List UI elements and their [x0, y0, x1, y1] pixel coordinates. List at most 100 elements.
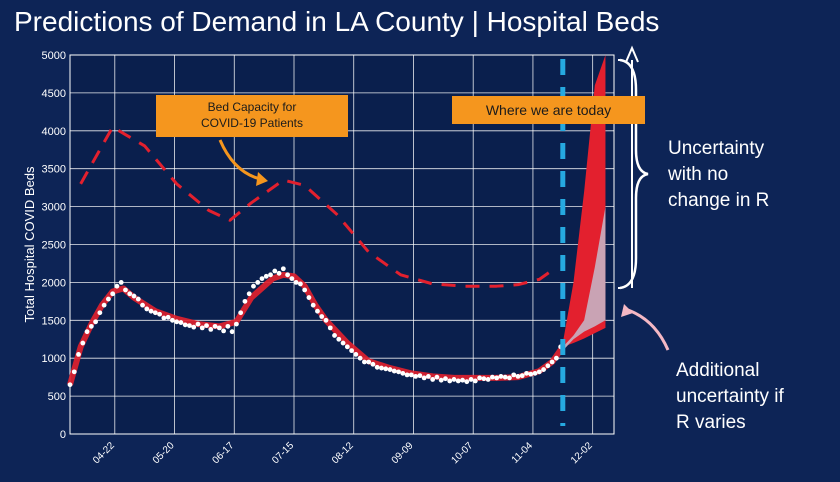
observed-point — [387, 367, 393, 372]
brace-icon — [618, 59, 620, 289]
observed-point — [532, 370, 538, 376]
y-tick-label: 4000 — [42, 126, 66, 138]
observed-point — [362, 359, 367, 365]
observed-point — [123, 287, 128, 293]
observed-point — [379, 365, 384, 371]
observed-point — [408, 372, 414, 378]
observed-point — [191, 324, 197, 330]
observed-point — [174, 319, 180, 325]
observed-point — [383, 366, 389, 372]
observed-point — [490, 374, 495, 380]
observed-point — [157, 311, 163, 317]
observed-point — [148, 308, 154, 314]
observed-point — [426, 373, 431, 379]
observed-point — [76, 352, 81, 357]
observed-point — [195, 321, 201, 327]
x-tick-label: 06-17 — [211, 440, 237, 466]
observed-point — [238, 310, 244, 316]
observed-point — [528, 371, 534, 377]
observed-point — [234, 321, 239, 327]
observed-point — [135, 296, 141, 302]
observed-point — [71, 369, 77, 375]
observed-point — [502, 374, 508, 380]
observed-point — [494, 375, 500, 381]
uncertainty-arrow-head — [625, 45, 639, 63]
observed-point — [400, 370, 406, 376]
observed-point — [302, 287, 308, 293]
observed-point — [451, 377, 457, 382]
observed-point — [216, 325, 222, 331]
observed-point — [315, 308, 320, 314]
observed-point — [101, 302, 107, 308]
observed-point — [327, 325, 333, 331]
observed-point — [545, 363, 551, 369]
y-tick-label: 1500 — [42, 315, 66, 327]
x-tick-label: 12-02 — [569, 440, 595, 466]
y-tick-label: 0 — [60, 429, 66, 441]
y-tick-label: 4500 — [42, 88, 66, 100]
observed-point — [246, 291, 252, 297]
y-tick-label: 1000 — [42, 353, 66, 365]
observed-point — [336, 336, 342, 342]
observed-point — [507, 375, 512, 381]
observed-point — [455, 378, 461, 384]
observed-point — [118, 280, 124, 285]
observed-point — [323, 317, 329, 323]
uncertainty-bands — [562, 55, 606, 351]
observed-point — [554, 355, 559, 361]
observed-point — [152, 310, 158, 316]
x-tick-label: 07-15 — [270, 440, 296, 466]
observed-point — [481, 376, 487, 382]
pink-arrow-head — [621, 304, 633, 317]
observed-point — [438, 377, 444, 383]
observed-point — [549, 359, 555, 365]
observed-point — [332, 333, 337, 338]
x-tick-label: 10-07 — [449, 440, 475, 466]
observed-point — [306, 295, 312, 300]
observed-point — [165, 314, 171, 320]
observed-point — [285, 272, 290, 278]
observed-point — [131, 293, 137, 299]
observed-point — [421, 375, 427, 381]
observed-point — [106, 296, 111, 302]
observed-point — [289, 276, 295, 282]
variation-band — [562, 206, 606, 351]
observed-point — [144, 306, 150, 312]
observed-point — [170, 317, 175, 323]
observed-point — [472, 378, 478, 384]
observed-point — [468, 377, 474, 382]
observed-point — [80, 340, 86, 346]
observed-point — [67, 382, 73, 388]
curved-arrow-head — [256, 172, 268, 186]
observed-point — [434, 374, 440, 380]
observed-point — [464, 379, 470, 385]
observed-point — [319, 314, 325, 319]
observed-point — [366, 359, 372, 365]
observed-point — [417, 373, 423, 379]
observed-point — [259, 276, 265, 282]
observed-point — [298, 281, 303, 287]
observed-point — [221, 328, 227, 334]
observed-point — [498, 373, 504, 379]
observed-point — [229, 329, 235, 335]
observed-point — [114, 283, 120, 289]
observed-point — [93, 319, 98, 325]
pink-arrow — [627, 308, 670, 351]
observed-point — [349, 348, 354, 354]
observed-point — [140, 302, 145, 308]
annotation-arrows — [218, 45, 670, 351]
observed-point — [280, 266, 286, 272]
observed-point — [276, 270, 282, 276]
capacity-callout: Bed Capacity for COVID-19 Patients — [156, 95, 348, 137]
y-tick-label: 3000 — [42, 202, 66, 214]
x-tick-label: 09-09 — [390, 440, 416, 466]
x-tick-label: 08-12 — [330, 440, 356, 466]
observed-point — [310, 302, 316, 308]
y-tick-label: 5000 — [42, 50, 66, 62]
observed-point — [541, 367, 546, 372]
observed-point — [391, 368, 397, 374]
observed-point — [344, 344, 350, 350]
observed-point — [460, 377, 465, 383]
observed-point — [161, 315, 167, 321]
x-tick-label: 04-22 — [91, 440, 117, 466]
